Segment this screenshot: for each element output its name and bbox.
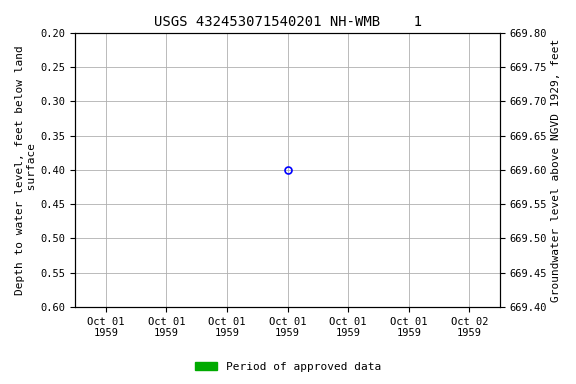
Y-axis label: Groundwater level above NGVD 1929, feet: Groundwater level above NGVD 1929, feet: [551, 38, 561, 301]
Title: USGS 432453071540201 NH-WMB    1: USGS 432453071540201 NH-WMB 1: [154, 15, 422, 29]
Y-axis label: Depth to water level, feet below land
 surface: Depth to water level, feet below land su…: [15, 45, 37, 295]
Legend: Period of approved data: Period of approved data: [191, 358, 385, 377]
